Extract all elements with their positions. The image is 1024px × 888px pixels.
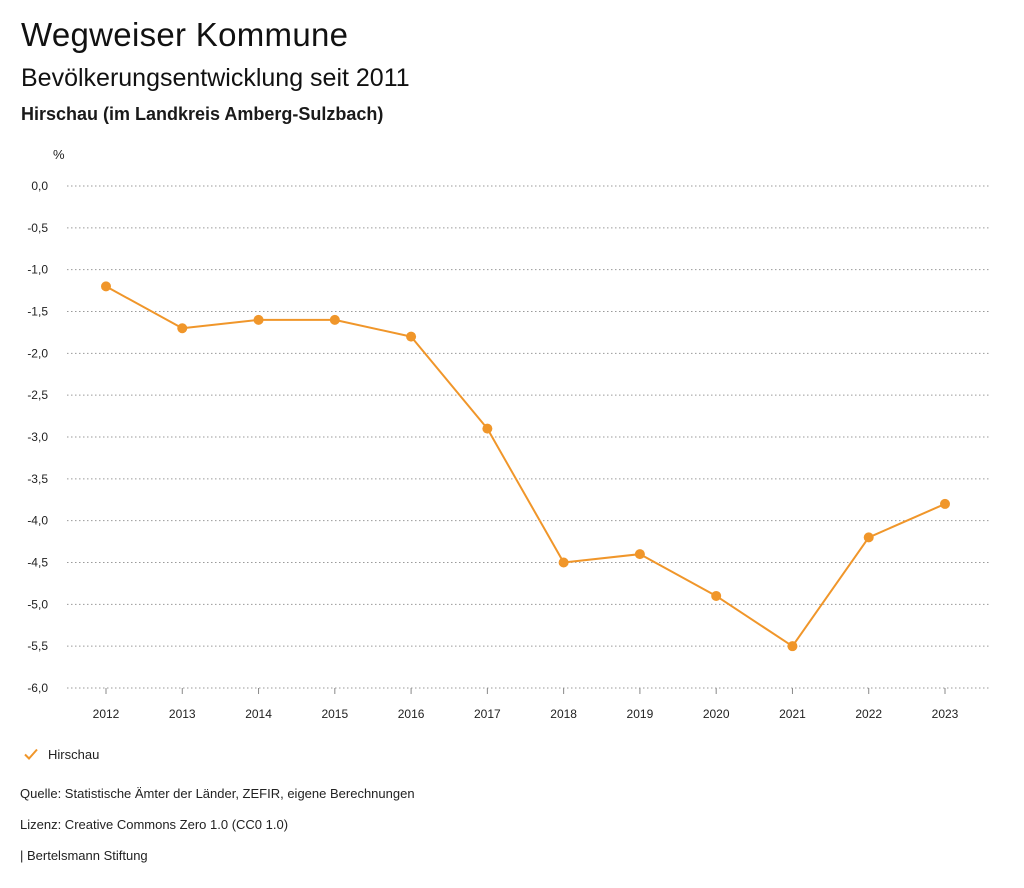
y-tick-label: -6,0 [27, 681, 48, 695]
legend-label-hirschau: Hirschau [48, 746, 100, 762]
data-point [329, 314, 340, 325]
x-tick-label: 2018 [550, 707, 577, 721]
data-point [863, 532, 874, 543]
data-point [482, 423, 493, 434]
data-point [634, 549, 645, 560]
data-point [711, 590, 722, 601]
chart-subtitle: Bevölkerungsentwicklung seit 2011 [21, 64, 410, 92]
x-tick-label: 2012 [93, 707, 120, 721]
x-tick-label: 2019 [627, 707, 654, 721]
x-tick-label: 2017 [474, 707, 501, 721]
y-tick-label: 0,0 [31, 179, 48, 193]
y-tick-label: -1,5 [27, 305, 48, 319]
data-point [406, 331, 417, 342]
x-axis-ticks: 2012 2013 2014 2015 2016 2017 2018 2019 2020 2021… [93, 688, 959, 721]
credit-note: | Bertelsmann Stiftung [20, 848, 148, 863]
y-tick-label: -0,5 [27, 221, 48, 235]
x-tick-label: 2022 [855, 707, 882, 721]
license-note: Lizenz: Creative Commons Zero 1.0 (CC0 1… [20, 817, 289, 832]
location-heading: Hirschau (im Landkreis Amberg-Sulzbach) [21, 104, 384, 124]
x-tick-label: 2014 [245, 707, 272, 721]
y-tick-label: -3,5 [27, 472, 48, 486]
y-tick-label: -4,0 [27, 514, 48, 528]
y-tick-label: -5,0 [27, 597, 48, 611]
page-title: Wegweiser Kommune [21, 16, 349, 53]
x-tick-label: 2016 [398, 707, 425, 721]
x-tick-label: 2021 [779, 707, 806, 721]
data-point [253, 314, 264, 325]
x-tick-label: 2020 [703, 707, 730, 721]
series-line [105, 285, 946, 648]
data-point [558, 557, 569, 568]
y-tick-label: -5,5 [27, 639, 48, 653]
data-point [787, 641, 798, 652]
legend[interactable]: Hirschau [22, 745, 99, 763]
y-tick-label: -1,0 [27, 263, 48, 277]
y-axis-ticks: 0,0 -0,5 -1,0 -1,5 -2,0 -2,5 -3,0 -3,5 -4,0 -4,5 -… [27, 179, 48, 695]
gridlines [67, 185, 990, 689]
data-point [177, 323, 188, 334]
y-axis-unit-label: % [53, 147, 65, 162]
y-tick-label: -2,5 [27, 388, 48, 402]
series-layer [101, 281, 950, 652]
x-tick-label: 2013 [169, 707, 196, 721]
line-chart: % 0,0 -0,5 -1,0 -1,5 -2,0 -2,5 -3,0 -3,5 -4,0 -4,… [27, 147, 990, 721]
data-point [940, 498, 950, 509]
y-tick-label: -2,0 [27, 346, 48, 360]
data-point [101, 281, 111, 292]
legend-check-icon [24, 748, 38, 760]
x-tick-label: 2023 [932, 707, 959, 721]
x-tick-label: 2015 [321, 707, 348, 721]
source-note: Quelle: Statistische Ämter der Länder, Z… [20, 786, 415, 801]
y-tick-label: -4,5 [27, 556, 48, 570]
y-tick-label: -3,0 [27, 430, 48, 444]
